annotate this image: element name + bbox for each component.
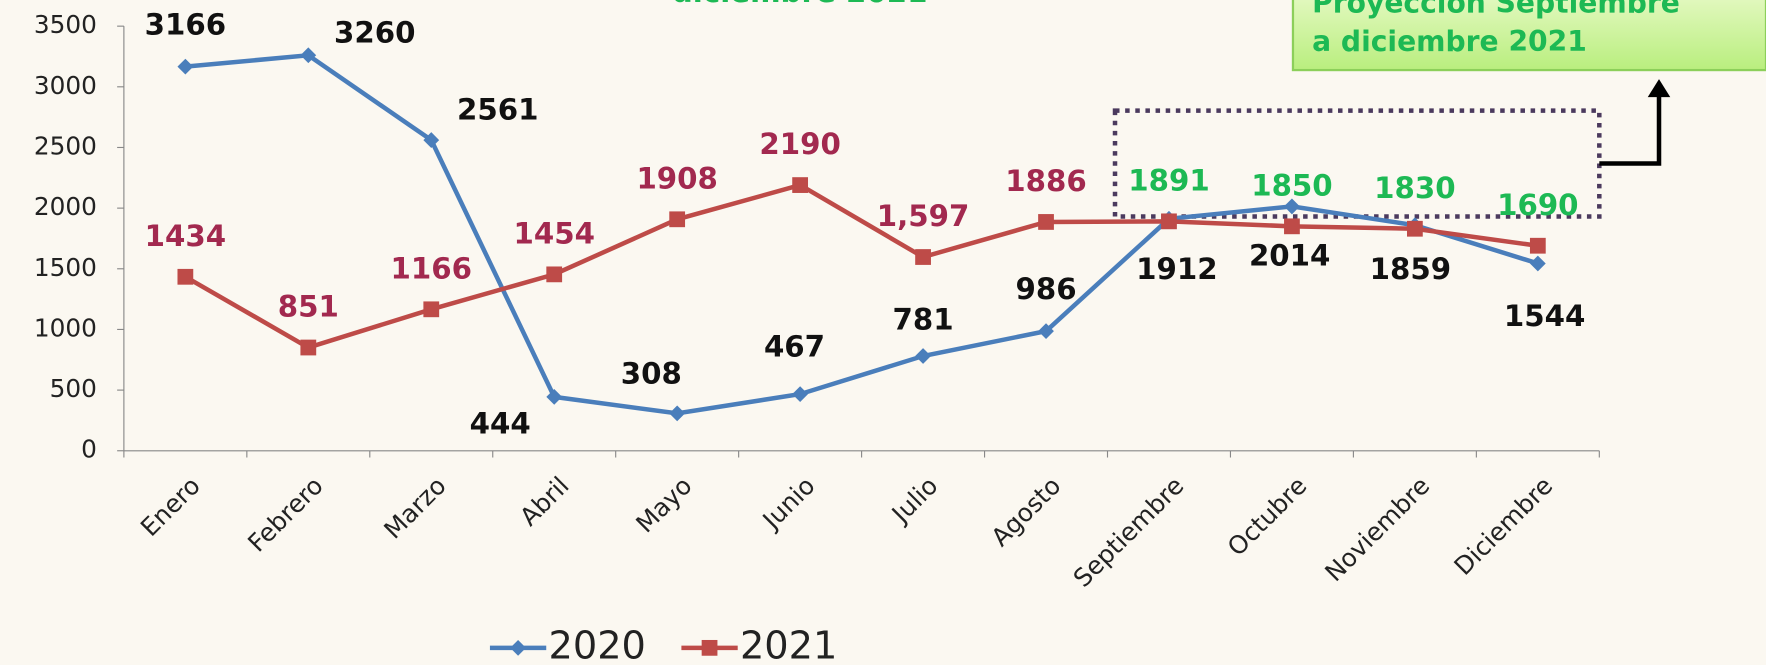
x-tick-label: Julio xyxy=(885,471,944,530)
x-tick-label: Agosto xyxy=(985,471,1066,552)
marker xyxy=(792,386,808,402)
chart: diciembre 2021 Proyección Septiembre a d… xyxy=(0,0,1766,665)
marker xyxy=(1530,256,1546,272)
value-label: 1454 xyxy=(513,216,594,250)
line xyxy=(185,185,1537,347)
marker xyxy=(423,301,439,317)
legend-label: 2020 xyxy=(548,623,645,665)
value-label: 1859 xyxy=(1370,252,1451,286)
marker xyxy=(1161,213,1177,229)
chart-title: diciembre 2021 xyxy=(672,0,928,9)
value-label: 308 xyxy=(621,357,682,391)
y-tick-label: 1000 xyxy=(34,313,97,342)
marker xyxy=(300,340,316,356)
value-label: 986 xyxy=(1015,272,1076,306)
x-tick-label: Febrero xyxy=(242,471,329,558)
y-tick-label: 1500 xyxy=(34,253,97,282)
x-tick-label: Junio xyxy=(756,471,821,536)
value-label: 851 xyxy=(278,290,339,324)
arrow xyxy=(1599,90,1659,163)
marker xyxy=(915,348,931,364)
y-tick-label: 3500 xyxy=(34,10,97,39)
x-tick-label: Noviembre xyxy=(1319,471,1435,587)
x-tick-label: Mayo xyxy=(630,471,697,538)
marker xyxy=(1038,214,1054,230)
value-label: 2561 xyxy=(457,92,538,126)
marker xyxy=(1530,238,1546,254)
value-label: 3166 xyxy=(145,8,226,42)
marker xyxy=(669,211,685,227)
value-label: 2190 xyxy=(759,127,840,161)
marker xyxy=(546,266,562,282)
x-tick-label: Diciembre xyxy=(1448,471,1558,581)
x-tick-label: Abril xyxy=(514,471,575,532)
marker xyxy=(546,389,562,405)
annotation-wrap: Proyección Septiembre a diciembre 2021 xyxy=(1312,0,1763,68)
x-tick-label: Enero xyxy=(135,471,206,542)
marker xyxy=(177,59,193,75)
marker xyxy=(669,406,685,422)
marker xyxy=(915,249,931,265)
marker xyxy=(177,269,193,285)
value-label: 1912 xyxy=(1136,252,1217,286)
value-label: 1830 xyxy=(1374,171,1455,205)
marker xyxy=(702,640,718,656)
value-label: 3260 xyxy=(334,15,415,49)
value-label: 467 xyxy=(764,329,825,363)
value-label: 1891 xyxy=(1128,163,1209,197)
value-label: 444 xyxy=(470,407,531,441)
x-tick-label: Octubre xyxy=(1222,471,1313,562)
line xyxy=(185,55,1537,413)
marker xyxy=(792,177,808,193)
value-label: 1886 xyxy=(1005,164,1086,198)
value-label: 1690 xyxy=(1497,188,1578,222)
y-tick-label: 2500 xyxy=(34,131,97,160)
arrow-head xyxy=(1648,79,1671,97)
value-label: 1850 xyxy=(1251,168,1332,202)
value-label: 1908 xyxy=(636,161,717,195)
y-tick-label: 2000 xyxy=(34,192,97,221)
y-tick-label: 0 xyxy=(81,435,97,464)
annotation: Proyección Septiembre a diciembre 2021 xyxy=(1312,0,1684,61)
marker xyxy=(510,640,526,656)
legend-label: 2021 xyxy=(740,623,837,665)
value-label: 2014 xyxy=(1249,239,1330,273)
y-tick-label: 3000 xyxy=(34,71,97,100)
marker xyxy=(1407,221,1423,237)
value-label: 781 xyxy=(893,303,954,337)
x-tick-label: Septiembre xyxy=(1068,471,1190,593)
value-label: 1544 xyxy=(1504,299,1585,333)
value-label: 1,597 xyxy=(877,199,970,233)
value-label: 1166 xyxy=(391,251,472,285)
value-label: 1434 xyxy=(145,219,226,253)
y-tick-label: 500 xyxy=(50,374,97,403)
marker xyxy=(1284,218,1300,234)
x-tick-label: Marzo xyxy=(378,471,451,544)
